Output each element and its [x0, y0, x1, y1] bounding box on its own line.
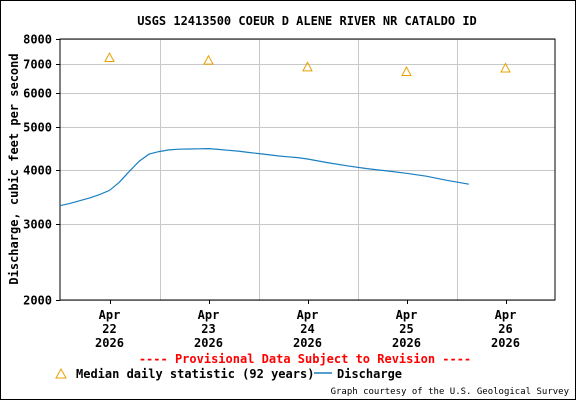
y-tick-label: 3000	[23, 218, 52, 232]
provisional-note: ---- Provisional Data Subject to Revisio…	[139, 352, 471, 366]
x-tick-label: Apr	[396, 308, 418, 322]
y-tick-label: 6000	[23, 87, 52, 101]
median-markers	[104, 51, 511, 77]
median-point	[302, 61, 313, 72]
x-tick-label: Apr	[99, 308, 121, 322]
credit-text: Graph courtesy of the U.S. Geological Su…	[331, 387, 570, 397]
legend-median-marker	[55, 367, 67, 379]
median-point	[401, 65, 412, 77]
x-tick-label: 22	[102, 322, 116, 336]
y-axis-ticks: 2000 3000 4000 5000 6000 7000 8000	[23, 33, 60, 308]
y-tick-label: 8000	[23, 33, 52, 47]
median-point	[203, 54, 214, 65]
x-axis-ticks: Apr222026Apr232026Apr242026Apr252026Apr2…	[95, 300, 520, 350]
y-tick-label: 5000	[23, 121, 52, 135]
x-tick-label: 24	[300, 322, 314, 336]
x-tick-label: Apr	[495, 308, 517, 322]
y-tick-label: 7000	[23, 58, 52, 72]
y-tick-label: 4000	[23, 164, 52, 178]
x-tick-label: 2026	[95, 336, 124, 350]
discharge-series-line	[59, 147, 470, 207]
median-point	[500, 62, 511, 73]
x-tick-label: 2026	[491, 336, 520, 350]
legend-discharge-label: Discharge	[337, 367, 402, 381]
legend-median-label: Median daily statistic (92 years)	[76, 367, 314, 381]
chart-title: USGS 12413500 COEUR D ALENE RIVER NR CAT…	[137, 14, 477, 28]
x-tick-label: 2026	[194, 336, 223, 350]
x-tick-label: 2026	[293, 336, 322, 350]
median-point	[104, 51, 115, 63]
x-tick-label: 2026	[392, 336, 421, 350]
x-tick-label: Apr	[198, 308, 220, 322]
x-tick-label: 23	[201, 322, 215, 336]
x-tick-label: 25	[399, 322, 413, 336]
y-tick-label: 2000	[23, 294, 52, 308]
plot-area-border	[59, 38, 556, 301]
grid-layer	[60, 39, 555, 301]
x-tick-label: Apr	[297, 308, 319, 322]
x-tick-label: 26	[498, 322, 512, 336]
y-axis-label: Discharge, cubic feet per second	[7, 53, 21, 284]
